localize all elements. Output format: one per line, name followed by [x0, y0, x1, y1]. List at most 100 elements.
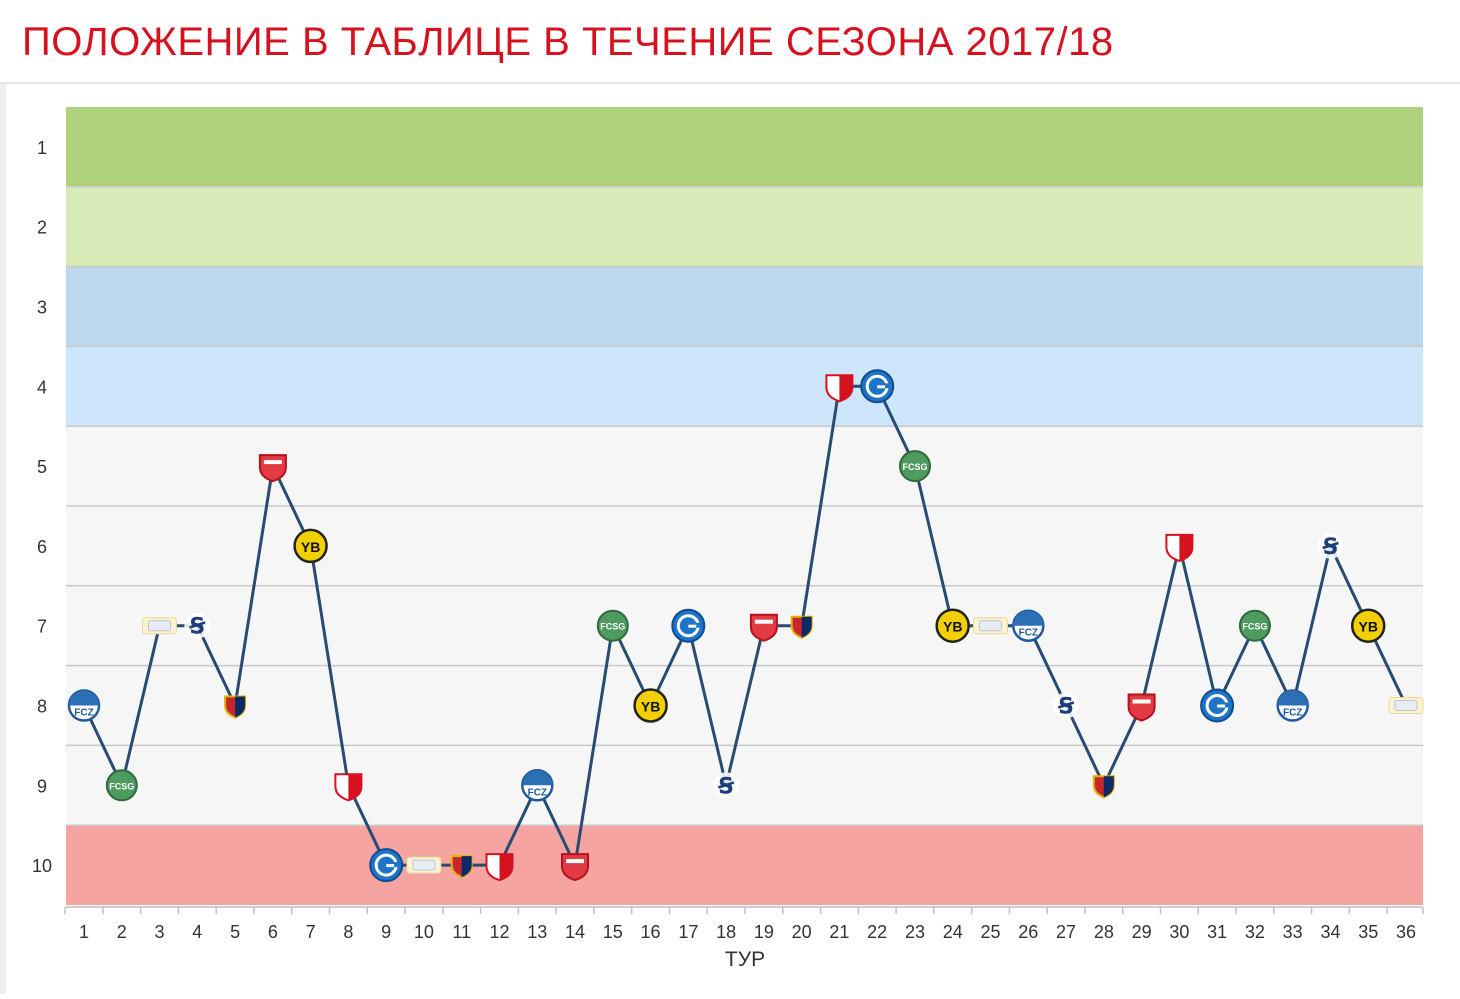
st-gallen-badge-icon: FCSG [596, 609, 629, 642]
young-boys-badge-icon: YB [293, 528, 328, 564]
x-tick-label: 28 [1094, 922, 1114, 942]
chart-header: ПОЛОЖЕНИЕ В ТАБЛИЦЕ В ТЕЧЕНИЕ СЕЗОНА 201… [0, 0, 1460, 84]
chart-area: 1 2 3 4 5 6 7 8 9 10 1 2 3 4 5 6 7 8 9 10 11 12 13 14 15 16 17 18 1… [0, 84, 1460, 994]
badge-shape [1317, 532, 1344, 559]
badge-shape [293, 528, 328, 564]
badge-bar [1217, 704, 1226, 708]
badge-letter: FCSG [600, 622, 625, 632]
x-tick-label: 17 [678, 922, 698, 942]
badge-letter: Ꞩ [1057, 694, 1075, 719]
zurich-badge-icon: FCZ [1276, 689, 1309, 722]
young-boys-badge-icon: YB [1350, 608, 1386, 643]
badge-letter: FCZ [1019, 628, 1038, 639]
badge-half [1277, 690, 1308, 706]
x-tick-label: 5 [230, 922, 240, 942]
basel-badge-icon [450, 855, 473, 879]
st-gallen-badge-icon: FCSG [899, 450, 931, 483]
lugano-badge-icon [142, 617, 177, 635]
x-tick-label: 20 [792, 922, 812, 942]
badge-half [1013, 610, 1044, 626]
x-tick-label: 4 [192, 922, 202, 942]
badge-half [522, 770, 553, 786]
thun-badge-icon [561, 853, 589, 882]
badge-letter: YB [1358, 619, 1377, 635]
band-rank-7 [66, 585, 1423, 666]
x-tick-label: 26 [1018, 922, 1038, 942]
basel-badge-icon [224, 695, 247, 719]
badge-letter: YB [641, 699, 660, 715]
band-rank-2 [66, 186, 1423, 267]
badge-half [235, 696, 246, 718]
grasshoppers-badge-icon [369, 848, 404, 883]
x-tick-label: 8 [343, 922, 353, 942]
x-tick-label: 6 [268, 922, 278, 942]
band-rank-5 [66, 426, 1423, 506]
lugano-badge-icon [406, 856, 442, 874]
x-tick-label: 2 [117, 922, 127, 942]
lausanne-badge-icon: Ꞩ [713, 772, 740, 799]
lugano-badge-icon [973, 617, 1008, 635]
badge-shape [713, 772, 740, 799]
badge-shape [561, 853, 589, 882]
x-tick-label: 9 [381, 922, 391, 942]
badge-shape [184, 612, 211, 639]
badge-letter: FCSG [109, 781, 134, 791]
st-gallen-badge-icon: FCSG [1238, 609, 1271, 642]
sion-badge-icon [485, 853, 514, 882]
x-tick-label: 34 [1320, 922, 1340, 942]
badge-shape [899, 450, 931, 483]
y-tick-label: 5 [37, 457, 47, 477]
sion-badge-icon [334, 773, 363, 802]
x-tick-label: 21 [829, 922, 849, 942]
x-tick-label: 27 [1056, 922, 1076, 942]
lausanne-badge-icon: Ꞩ [1053, 692, 1080, 719]
y-tick-label: 9 [37, 776, 47, 796]
band-rank-4 [66, 346, 1423, 427]
band-rank-10 [66, 825, 1423, 905]
band-rank-3 [66, 266, 1423, 347]
x-axis: 1 2 3 4 5 6 7 8 9 10 11 12 13 14 15 16 17 18 19 20 21 22 23 24 2… [64, 906, 1424, 942]
zurich-badge-icon: FCZ [1012, 609, 1045, 642]
badge-letter: FCSG [902, 462, 927, 472]
x-tick-label: 7 [306, 922, 316, 942]
zurich-badge-icon: FCZ [67, 689, 101, 722]
x-tick-label: 32 [1245, 922, 1265, 942]
x-tick-label: 33 [1283, 922, 1303, 942]
y-tick-label: 1 [37, 138, 47, 158]
y-tick-label: 3 [37, 298, 47, 318]
badge-stripe [263, 460, 282, 465]
band-rank-9 [66, 745, 1423, 826]
young-boys-badge-icon: YB [633, 688, 668, 723]
y-tick-label: 4 [37, 377, 47, 397]
gridlines [66, 186, 1423, 826]
badge-half [499, 854, 513, 881]
badge-shape [935, 608, 970, 643]
badge-letter: Ꞩ [1322, 534, 1340, 559]
badge-shape [1350, 608, 1386, 643]
x-tick-label: 22 [867, 922, 887, 942]
x-tick-label: 35 [1358, 922, 1378, 942]
x-tick-label: 16 [641, 922, 661, 942]
chart-title: ПОЛОЖЕНИЕ В ТАБЛИЦЕ В ТЕЧЕНИЕ СЕЗОНА 201… [22, 20, 1114, 64]
x-tick-label: 1 [79, 922, 89, 942]
lausanne-badge-icon: Ꞩ [1317, 532, 1344, 559]
badge-letter: FCZ [528, 787, 547, 798]
badge-inner [979, 620, 1002, 632]
badge-stripe [1132, 699, 1151, 704]
sion-badge-icon [1165, 533, 1194, 562]
thun-badge-icon [749, 613, 778, 642]
lugano-badge-icon [1388, 697, 1424, 714]
badge-half [839, 375, 853, 402]
badge-inner [148, 620, 171, 632]
x-tick-label: 14 [565, 922, 585, 942]
badge-inner [1394, 700, 1418, 711]
badge-half [1179, 534, 1193, 561]
badge-shape [258, 454, 287, 483]
grasshoppers-badge-icon [860, 369, 895, 404]
grasshoppers-badge-icon [1200, 688, 1235, 723]
rank-bands [66, 107, 1423, 905]
x-tick-label: 23 [905, 922, 925, 942]
y-tick-label: 6 [37, 537, 47, 557]
badge-bar [688, 624, 697, 628]
